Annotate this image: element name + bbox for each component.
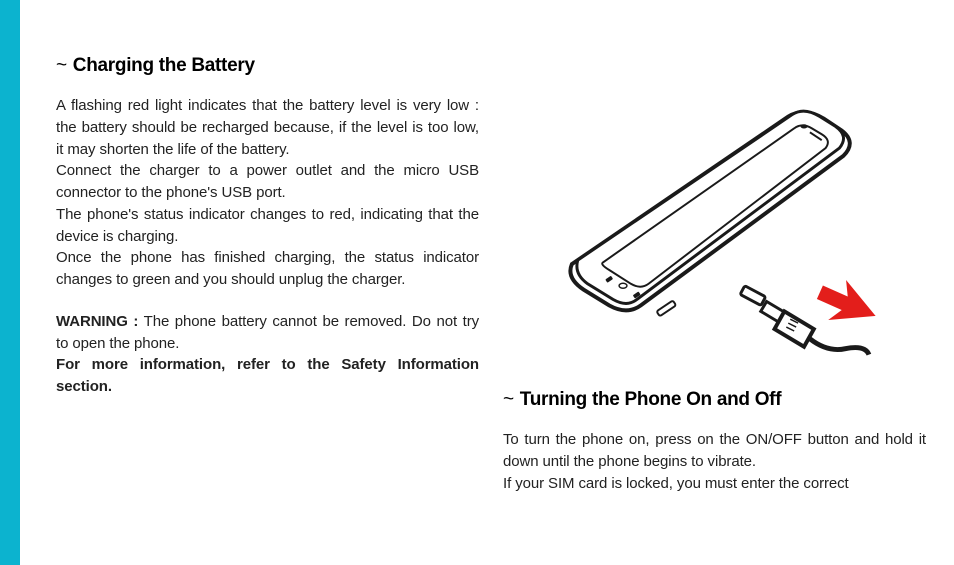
warning-block: WARNING : The phone battery cannot be re… xyxy=(56,311,479,398)
phone-illustration xyxy=(503,55,926,365)
heading-tilde: ~ xyxy=(56,55,67,77)
onoff-para-2: If your SIM card is locked, you must ent… xyxy=(503,473,926,495)
left-column: ~ Charging the Battery A flashing red lig… xyxy=(56,55,479,545)
right-column: ~ Turning the Phone On and Off To turn th… xyxy=(503,55,926,545)
charging-para-1: A flashing red light indicates that the … xyxy=(56,95,479,160)
page-sidebar-accent xyxy=(0,0,20,565)
charging-para-4: Once the phone has finished charging, th… xyxy=(56,247,479,291)
phone-body xyxy=(570,111,849,316)
heading-tilde-2: ~ xyxy=(503,389,514,411)
heading-onoff: ~ Turning the Phone On and Off xyxy=(503,389,926,411)
charging-para-3: The phone's status indicator changes to … xyxy=(56,204,479,248)
warning-para: WARNING : The phone battery cannot be re… xyxy=(56,311,479,355)
page-content: ~ Charging the Battery A flashing red lig… xyxy=(20,0,954,565)
warning-label: WARNING : xyxy=(56,313,138,330)
heading-charging-text: Charging the Battery xyxy=(73,55,255,76)
heading-charging: ~ Charging the Battery xyxy=(56,55,479,77)
heading-onoff-text: Turning the Phone On and Off xyxy=(520,389,781,410)
charging-para-2: Connect the charger to a power outlet an… xyxy=(56,160,479,204)
warning-bold: For more information, refer to the Safet… xyxy=(56,354,479,398)
arrow-icon xyxy=(812,274,883,336)
onoff-para-1: To turn the phone on, press on the ON/OF… xyxy=(503,429,926,473)
